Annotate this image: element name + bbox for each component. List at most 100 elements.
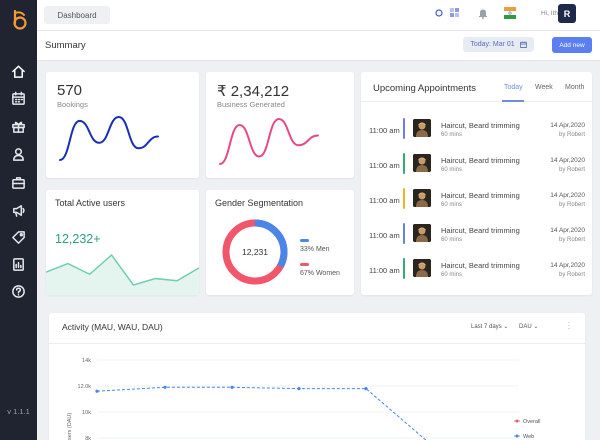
- bookings-card: 570 Bookings: [46, 72, 199, 178]
- brand-logo: [13, 9, 27, 30]
- activity-card: Activity (MAU, WAU, DAU) Last 7 days ⌄ D…: [49, 313, 585, 440]
- appointment-color-bar: [403, 188, 405, 209]
- gender-card: Gender Segmentation 12,231 33% Men 67% W…: [206, 190, 354, 295]
- web-series-line: [96, 386, 427, 440]
- date-picker[interactable]: Today: Mar 01: [463, 37, 534, 52]
- appointment-service: Haircut, Beard trimming: [441, 261, 520, 270]
- appointment-row[interactable]: 11:00 am Haircut, Beard trimming 60 mins…: [361, 118, 597, 148]
- chevron-down-icon: ⌄: [533, 324, 539, 330]
- appointment-row[interactable]: 11:00 am Haircut, Beard trimming 60 mins…: [361, 153, 597, 183]
- legend-men-swatch: [300, 239, 309, 242]
- tab-week[interactable]: Week: [535, 84, 553, 91]
- appointment-stylist: by Robert: [558, 167, 585, 173]
- appointment-thumbnail: [413, 259, 431, 277]
- app-version: v 1.1.1: [7, 407, 30, 416]
- active-users-trend-area: [46, 253, 199, 295]
- metric-value: DAU: [519, 324, 532, 330]
- appointment-service: Haircut, Beard trimming: [441, 191, 520, 200]
- tabs-divider: [361, 101, 592, 102]
- tab-dashboard[interactable]: Dashboard: [44, 6, 110, 24]
- appointment-duration: 60 mins: [441, 202, 463, 208]
- y-axis-label: Users (DAU): [67, 413, 73, 440]
- activity-chart: 14k 12.0k 10k 8k Users (DAU) Overall Web: [67, 358, 540, 440]
- web-series-point: [364, 387, 368, 391]
- sidebar-item-reports[interactable]: [10, 256, 27, 273]
- add-new-button[interactable]: Add new: [552, 37, 592, 53]
- status-ring-icon[interactable]: [435, 9, 443, 17]
- activity-divider: [49, 343, 585, 344]
- appointment-color-bar: [403, 153, 405, 174]
- appointment-date: 14 Apr,2020: [550, 262, 585, 269]
- y-tick-label: 8k: [85, 436, 91, 440]
- web-series-point: [297, 387, 301, 391]
- bookings-trend-line: [59, 115, 159, 161]
- appointment-stylist: by Robert: [558, 272, 585, 278]
- y-tick-label: 14k: [82, 358, 91, 364]
- legend-men-label: 33% Men: [300, 246, 330, 253]
- bookings-label: Bookings: [57, 100, 88, 109]
- sidebar-item-users[interactable]: [10, 146, 27, 163]
- sidebar-item-offers[interactable]: [10, 229, 27, 246]
- apps-grid-icon[interactable]: [450, 8, 459, 17]
- business-value: ₹ 2,34,212: [217, 83, 290, 100]
- flag-icon[interactable]: [504, 7, 516, 19]
- sidebar-item-promotions[interactable]: [10, 202, 27, 219]
- megaphone-icon: [13, 205, 25, 217]
- web-series-point: [163, 385, 167, 389]
- sidebar: v 1.1.1: [0, 0, 37, 440]
- more-options-icon[interactable]: · · ·: [567, 318, 571, 333]
- donut-center-value: 12,231: [242, 247, 268, 257]
- y-tick-label: 12.0k: [78, 384, 92, 390]
- metric-select[interactable]: DAU ⌄: [519, 323, 538, 330]
- y-tick-label: 10k: [82, 410, 91, 416]
- user-greeting: Hi, Ithed: [541, 10, 566, 17]
- chevron-down-icon: ⌄: [503, 324, 509, 330]
- active-users-card: Total Active users 12,232+: [46, 190, 199, 295]
- appointment-stylist: by Robert: [558, 132, 585, 138]
- appointment-service: Haircut, Beard trimming: [441, 121, 520, 130]
- appointment-time: 11:00 am: [369, 126, 400, 135]
- appointment-date: 14 Apr,2020: [550, 122, 585, 129]
- tab-month[interactable]: Month: [565, 84, 585, 91]
- appointment-duration: 60 mins: [441, 132, 463, 138]
- tab-today[interactable]: Today: [504, 84, 523, 91]
- appointment-service: Haircut, Beard trimming: [441, 226, 520, 235]
- appointment-stylist: by Robert: [558, 202, 585, 208]
- appointment-duration: 60 mins: [441, 167, 463, 173]
- calendar-icon: [519, 41, 527, 48]
- tag-icon: [12, 231, 25, 244]
- sidebar-item-business[interactable]: [10, 174, 27, 191]
- appointment-time: 11:00 am: [369, 196, 400, 205]
- top-header: Dashboard Hi, Ithed R: [37, 0, 600, 31]
- report-icon: [13, 258, 24, 271]
- sidebar-item-calendar[interactable]: [10, 90, 27, 107]
- home-icon: [12, 65, 25, 78]
- appointment-row[interactable]: 11:00 am Haircut, Beard trimming 60 mins…: [361, 223, 597, 253]
- bell-icon[interactable]: [477, 7, 489, 19]
- sidebar-item-home[interactable]: [10, 63, 27, 80]
- business-trend-line: [219, 117, 319, 165]
- appointments-title: Upcoming Appointments: [373, 83, 476, 94]
- range-value: Last 7 days: [471, 324, 502, 330]
- appointment-row[interactable]: 11:00 am Haircut, Beard trimming 60 mins…: [361, 188, 597, 218]
- sidebar-item-gifts[interactable]: [10, 118, 27, 135]
- appointment-date: 14 Apr,2020: [550, 157, 585, 164]
- page-title: Summary: [45, 40, 86, 51]
- summary-bar: Summary Today: Mar 01 Add new: [37, 31, 600, 61]
- business-label: Business Generated: [217, 100, 285, 109]
- help-icon: [12, 285, 25, 298]
- donut-men-slice: [222, 219, 288, 285]
- appointment-stylist: by Robert: [558, 237, 585, 243]
- gift-icon: [12, 121, 25, 133]
- active-users-value: 12,232+: [55, 232, 101, 246]
- sidebar-item-help[interactable]: [10, 283, 27, 300]
- appointment-time: 11:00 am: [369, 161, 400, 170]
- legend-web-label: Web: [523, 434, 534, 440]
- appointment-row[interactable]: 11:00 am Haircut, Beard trimming 60 mins…: [361, 258, 597, 288]
- gender-donut: 12,231: [222, 219, 288, 285]
- avatar[interactable]: R: [558, 4, 576, 23]
- appointment-color-bar: [403, 223, 405, 244]
- business-card: ₹ 2,34,212 Business Generated: [206, 72, 354, 178]
- range-select[interactable]: Last 7 days ⌄: [471, 323, 508, 330]
- legend-women-swatch: [300, 263, 309, 266]
